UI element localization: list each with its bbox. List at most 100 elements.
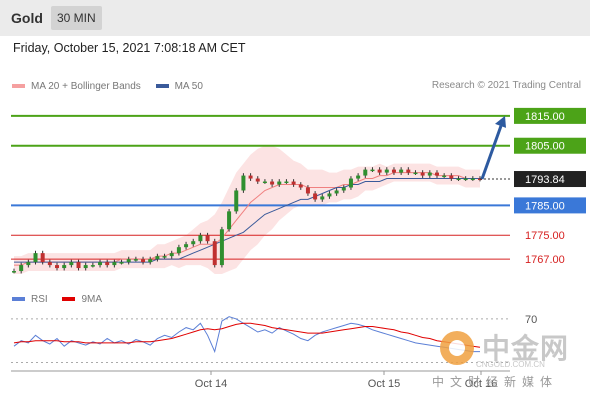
candle-body [105, 262, 110, 266]
candle-body [270, 181, 275, 185]
candle-body [26, 262, 31, 266]
candle-body [420, 172, 425, 176]
candle-body [112, 262, 117, 266]
candle-body [305, 187, 310, 194]
rsi-tick-70: 70 [525, 314, 537, 326]
candle-body [370, 169, 375, 172]
instrument-title: Gold [11, 10, 43, 26]
candle-body [434, 172, 439, 176]
candle-body [40, 253, 45, 263]
candle-body [406, 169, 411, 173]
ma50-line [14, 178, 480, 263]
candle-body [126, 259, 131, 263]
candle-body [427, 172, 432, 176]
legend-label-ma50: MA 50 [174, 80, 203, 92]
candle-body [141, 259, 146, 263]
candle-body [33, 253, 38, 263]
candle-body [62, 265, 67, 269]
candle-body [391, 169, 396, 173]
candle-body [90, 265, 95, 267]
candle-body [248, 175, 253, 179]
candle-body [456, 178, 461, 181]
candle-body [277, 181, 282, 185]
legend-item-ma50: MA 50 [155, 80, 203, 92]
x-tick-label: Oct 16 [465, 378, 497, 390]
copyright-note: Research © 2021 Trading Central [431, 80, 581, 91]
legend-item-9ma: 9MA [62, 294, 102, 305]
ma9-swatch [62, 297, 76, 301]
level-label-3: 1775.00 [525, 230, 565, 242]
candle-body [449, 175, 454, 179]
level-label-1: 1805.00 [525, 141, 565, 153]
candle-body [19, 265, 24, 272]
candle-body [356, 175, 361, 179]
candle-body [83, 265, 88, 269]
candle-body [98, 262, 103, 266]
ma20-swatch [12, 84, 25, 88]
x-tick-label: Oct 14 [195, 378, 227, 390]
candle-body [334, 190, 339, 194]
projection-arrowhead [495, 115, 506, 128]
candle-body [176, 247, 181, 254]
candle-body [162, 256, 167, 258]
ma50-swatch [155, 84, 169, 88]
candle-body [133, 259, 138, 261]
legend-item-rsi: RSI [12, 294, 48, 305]
candle-body [399, 169, 404, 173]
candle-body [298, 184, 303, 188]
candle-body [55, 265, 60, 269]
candle-body [205, 235, 210, 242]
candle-body [255, 178, 260, 182]
current-price-label: 1793.84 [525, 174, 565, 186]
rsi-ma9-line [13, 322, 481, 348]
candle-body [169, 253, 174, 257]
rsi-line [13, 316, 480, 354]
x-tick-label: Oct 15 [368, 378, 400, 390]
candle-body [291, 181, 296, 185]
watermark-site: CNGOLD.COM.CN [476, 360, 545, 369]
candle-body [470, 178, 475, 181]
candle-body [234, 190, 239, 212]
current-price-box [514, 171, 586, 188]
candle-body [442, 175, 447, 178]
candle-body [47, 262, 52, 266]
candle-body [227, 211, 232, 230]
level-label-box-0 [514, 107, 586, 124]
candle-body [327, 193, 332, 197]
legend-label-ma20: MA 20 + Bollinger Bands [31, 80, 141, 92]
legend-label-rsi: RSI [31, 293, 48, 305]
candle-body [241, 175, 246, 191]
candle-body [198, 235, 203, 242]
candle-body [148, 259, 153, 263]
main-legend: MA 20 + Bollinger Bands MA 50 [12, 80, 215, 92]
legend-label-9ma: 9MA [81, 293, 103, 305]
level-label-box-1 [514, 137, 586, 154]
candle-body [76, 262, 81, 269]
candle-body [413, 172, 418, 175]
candle-body [119, 262, 124, 264]
header-bar: Gold 30 MIN [0, 0, 590, 36]
rsi-swatch [12, 297, 25, 301]
candle-body [377, 169, 382, 173]
projection-arrow-line [480, 125, 503, 180]
watermark-logo [440, 331, 474, 365]
candle-body [348, 178, 353, 188]
level-label-box-2 [514, 197, 586, 214]
watermark-tagline: 中文财经新媒体 [432, 375, 559, 389]
candle-body [384, 169, 389, 173]
level-label-2: 1785.00 [525, 200, 565, 212]
candle-body [155, 256, 160, 260]
bollinger-band [14, 145, 480, 275]
level-label-0: 1815.00 [525, 111, 565, 123]
candle-body [262, 181, 267, 184]
timeframe-badge[interactable]: 30 MIN [51, 6, 102, 30]
watermark: 中金网 CNGOLD.COM.CN 中文财经新媒体 [432, 327, 587, 389]
report-datetime: Friday, October 15, 2021 7:08:18 AM CET [13, 41, 246, 55]
candle-body [184, 244, 189, 248]
rsi-legend: RSI 9MA [12, 293, 114, 305]
candle-body [284, 181, 289, 184]
candle-body [463, 178, 468, 181]
watermark-name: 中金网 [482, 333, 570, 364]
